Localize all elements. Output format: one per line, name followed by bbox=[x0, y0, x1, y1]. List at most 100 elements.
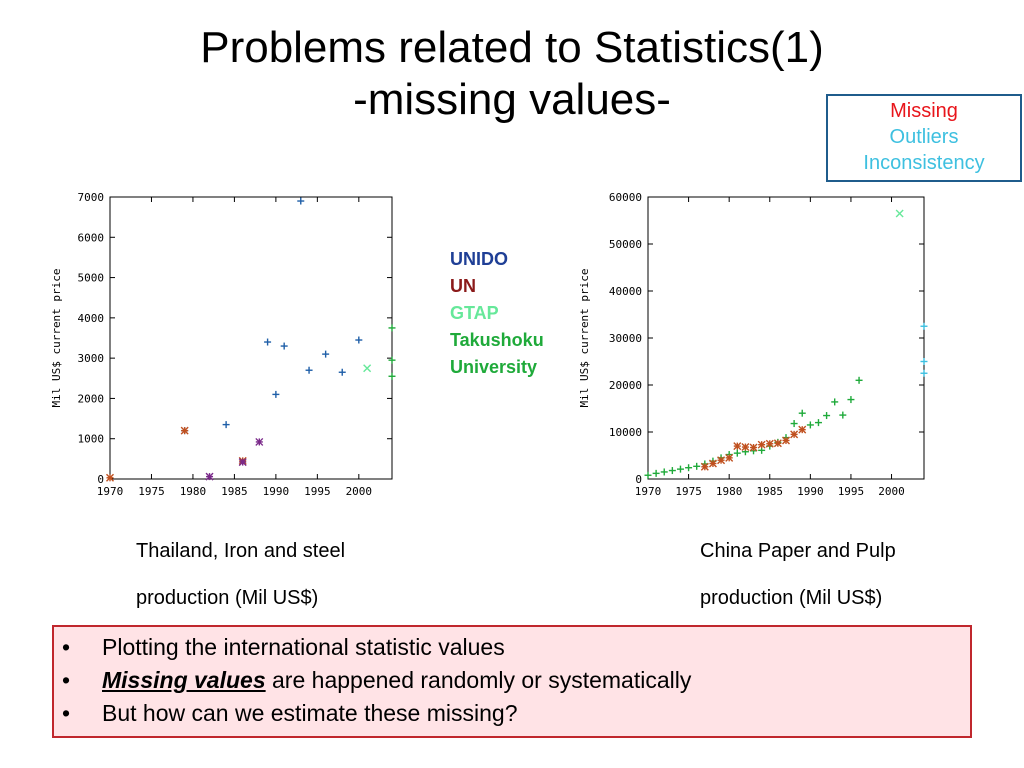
caption-left-line-1: Thailand, Iron and steel bbox=[136, 540, 346, 562]
x-tick-label: 1970 bbox=[97, 485, 124, 498]
data-point bbox=[773, 439, 782, 448]
source-university: University bbox=[450, 357, 538, 377]
y-tick-label: 6000 bbox=[78, 231, 105, 244]
data-source-legend: UNIDO UN GTAP Takushoku University bbox=[450, 246, 544, 381]
y-tick-label: 1000 bbox=[78, 433, 105, 446]
x-tick-label: 1995 bbox=[838, 485, 865, 498]
data-point bbox=[180, 426, 189, 435]
data-point bbox=[668, 467, 676, 475]
data-point bbox=[255, 437, 264, 446]
bullet-text-1: Plotting the international statistic val… bbox=[102, 634, 505, 660]
thailand-steel-plot: 0 1000 2000 3000 4000 5000 6000 7000 1970 1975 198… bbox=[50, 191, 396, 498]
data-point bbox=[297, 197, 305, 205]
x-tick-label: 1995 bbox=[304, 485, 331, 498]
legend-missing: Missing bbox=[890, 100, 958, 122]
data-point bbox=[757, 440, 766, 449]
y-tick-label: 0 bbox=[97, 473, 104, 486]
y-tick-label: 3000 bbox=[78, 352, 105, 365]
data-point bbox=[920, 369, 928, 377]
y-tick-label: 60000 bbox=[609, 191, 642, 204]
data-point bbox=[823, 412, 831, 420]
data-point bbox=[322, 350, 330, 358]
y-tick-label: 5000 bbox=[78, 272, 105, 285]
data-point bbox=[676, 465, 684, 473]
data-point bbox=[725, 453, 734, 462]
data-point bbox=[106, 473, 114, 482]
caption-left-line-2: production (Mil US$) bbox=[136, 587, 319, 609]
data-point bbox=[839, 411, 847, 419]
bullet-dot: • bbox=[62, 667, 71, 693]
x-tick-label: 1990 bbox=[797, 485, 824, 498]
title-line-2: -missing values- bbox=[353, 75, 671, 124]
bullet-text-2: are happened randomly or systematically bbox=[265, 667, 692, 693]
data-point bbox=[660, 468, 668, 476]
data-point bbox=[749, 443, 758, 452]
bullet-item: • But how can we estimate these missing? bbox=[54, 697, 970, 730]
data-point bbox=[741, 443, 750, 452]
data-point bbox=[920, 322, 928, 330]
caption-right-line-1: China Paper and Pulp bbox=[700, 540, 896, 562]
bullet-text-3: But how can we estimate these missing? bbox=[102, 700, 518, 726]
x-tick-label: 1985 bbox=[757, 485, 784, 498]
caption-right: China Paper and Pulp production (Mil US$… bbox=[700, 528, 896, 622]
data-point bbox=[338, 368, 346, 376]
data-point bbox=[280, 342, 288, 350]
source-gtap: GTAP bbox=[450, 303, 499, 323]
y-tick-label: 7000 bbox=[78, 191, 105, 204]
y-tick-label: 10000 bbox=[609, 426, 642, 439]
data-point bbox=[855, 376, 863, 384]
x-tick-label: 1970 bbox=[635, 485, 662, 498]
data-point bbox=[798, 409, 806, 417]
china-paper-plot: 0 10000 20000 30000 40000 50000 60000 1970 1975 1… bbox=[578, 191, 928, 498]
thailand-steel-chart: 0 1000 2000 3000 4000 5000 6000 7000 1970 1975 198… bbox=[46, 185, 406, 515]
y-tick-label: 20000 bbox=[609, 379, 642, 392]
title-line-1: Problems related to Statistics(1) bbox=[200, 23, 824, 72]
data-point bbox=[717, 456, 726, 465]
data-point bbox=[355, 336, 363, 344]
y-axis-title: Mil US$ current price bbox=[50, 268, 63, 407]
y-tick-label: 4000 bbox=[78, 312, 105, 325]
data-point bbox=[733, 442, 742, 451]
data-point bbox=[700, 462, 709, 471]
y-tick-label: 0 bbox=[635, 473, 642, 486]
x-tick-label: 2000 bbox=[878, 485, 905, 498]
bullet-item: • Plotting the international statistic v… bbox=[54, 631, 970, 664]
caption-left: Thailand, Iron and steel production (Mil… bbox=[136, 528, 345, 622]
data-point bbox=[814, 419, 822, 427]
data-point bbox=[685, 464, 693, 472]
x-tick-label: 1975 bbox=[138, 485, 165, 498]
data-point bbox=[693, 462, 701, 470]
data-point bbox=[388, 324, 396, 332]
data-point bbox=[708, 459, 717, 468]
caption-right-line-2: production (Mil US$) bbox=[700, 587, 883, 609]
x-tick-label: 2000 bbox=[346, 485, 373, 498]
problem-types-box: Missing Outliers Inconsistency bbox=[826, 94, 1022, 182]
china-paper-chart: 0 10000 20000 30000 40000 50000 60000 1970 1975 1… bbox=[578, 185, 938, 515]
bullet-emphasis: Missing values bbox=[102, 667, 266, 693]
x-tick-label: 1990 bbox=[263, 485, 290, 498]
data-point bbox=[782, 436, 790, 445]
data-point bbox=[264, 338, 272, 346]
data-point bbox=[895, 209, 904, 218]
data-point bbox=[644, 471, 652, 479]
data-point bbox=[388, 356, 396, 364]
summary-bullet-box: • Plotting the international statistic v… bbox=[52, 625, 972, 738]
bullet-item: • Missing values are happened randomly o… bbox=[54, 664, 970, 697]
slide-title: Problems related to Statistics(1) -missi… bbox=[0, 22, 1024, 126]
data-point bbox=[222, 421, 230, 429]
source-un: UN bbox=[450, 276, 476, 296]
data-point bbox=[765, 439, 774, 448]
data-point bbox=[652, 469, 660, 477]
data-point bbox=[363, 364, 372, 373]
data-point bbox=[238, 458, 247, 467]
bullet-dot: • bbox=[62, 700, 71, 726]
data-point bbox=[305, 366, 313, 374]
y-tick-label: 30000 bbox=[609, 332, 642, 345]
legend-inconsistency: Inconsistency bbox=[863, 152, 985, 174]
x-tick-label: 1985 bbox=[221, 485, 248, 498]
source-takushoku: Takushoku bbox=[450, 330, 544, 350]
x-tick-label: 1980 bbox=[180, 485, 207, 498]
data-point bbox=[847, 396, 855, 404]
bullet-dot: • bbox=[62, 634, 71, 660]
y-tick-label: 2000 bbox=[78, 392, 105, 405]
